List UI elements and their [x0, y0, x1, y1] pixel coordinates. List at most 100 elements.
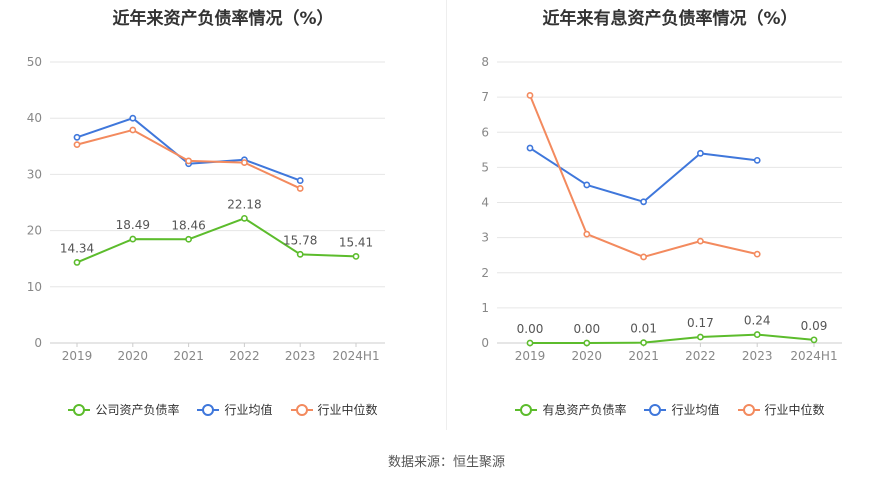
legend-line-marker-icon: [515, 403, 538, 416]
x-tick-label: 2022: [229, 349, 260, 363]
data-label: 0.00: [573, 322, 600, 336]
y-tick-label: 4: [481, 196, 489, 210]
data-point: [73, 141, 81, 149]
data-point: [526, 144, 534, 152]
data-point: [240, 214, 248, 222]
data-label: 22.18: [227, 197, 261, 211]
legend-line-marker-icon: [644, 403, 667, 416]
data-point: [696, 333, 704, 341]
legend-label: 行业中位数: [764, 403, 825, 417]
series-line: [76, 217, 357, 264]
data-point: [240, 159, 248, 166]
interest-debt-ratio-chart-panel: 近年来有息资产负债率情况（%） 0 1 2 3 4 5 6 7 8 2019 2020 2021 202…: [447, 0, 893, 440]
series-line: [76, 117, 301, 182]
legend-item[interactable]: 公司资产负债率: [68, 401, 179, 418]
x-tick-label: 2022: [685, 349, 716, 363]
data-point: [73, 259, 81, 266]
legend-label: 有息资产负债率: [542, 403, 627, 417]
debt-ratio-plot: 0 10 20 30 40 50 2019 2020 2021 2022 2023 2024H1 14.…: [27, 55, 385, 363]
data-point: [129, 235, 137, 243]
data-label: 15.78: [283, 233, 317, 247]
x-tick-label: 2020: [572, 349, 603, 363]
y-tick-label: 7: [481, 90, 489, 104]
y-tick-label: 3: [481, 231, 489, 245]
x-tick-label: 2020: [118, 349, 149, 363]
data-point: [526, 339, 534, 347]
legend-label: 行业均值: [671, 403, 720, 417]
chart-legend: 有息资产负债率 行业均值 行业中位数: [447, 401, 893, 418]
data-label: 0.24: [744, 314, 771, 328]
data-point: [352, 252, 360, 260]
legend-line-marker-icon: [197, 403, 220, 416]
y-tick-label: 40: [27, 111, 42, 125]
data-label: 18.46: [171, 218, 205, 232]
y-tick-label: 1: [481, 301, 489, 315]
data-label: 14.34: [60, 241, 94, 255]
panel-divider: [446, 0, 447, 430]
x-tick-label: 2019: [62, 349, 93, 363]
data-label: 0.09: [801, 319, 828, 333]
legend-line-marker-icon: [68, 403, 91, 416]
legend-line-marker-icon: [737, 403, 760, 416]
data-label: 0.00: [517, 322, 544, 336]
legend-item[interactable]: 行业中位数: [737, 401, 825, 418]
data-point: [640, 198, 647, 206]
x-tick-label: 2021: [173, 349, 204, 363]
data-label: 18.49: [116, 218, 150, 232]
legend-line-marker-icon: [290, 403, 313, 416]
legend-item[interactable]: 行业中位数: [290, 401, 378, 418]
data-point: [129, 126, 137, 134]
data-point: [696, 237, 704, 245]
y-tick-label: 8: [481, 55, 489, 69]
legend-item[interactable]: 有息资产负债率: [515, 401, 626, 418]
series-line: [529, 94, 758, 258]
data-point: [583, 230, 591, 238]
x-tick-label: 2019: [515, 349, 546, 363]
legend-label: 行业中位数: [317, 403, 378, 417]
y-tick-label: 0: [481, 336, 489, 350]
y-tick-label: 2: [481, 266, 489, 280]
data-point: [73, 133, 81, 141]
legend-label: 行业均值: [224, 403, 273, 417]
data-point: [296, 185, 304, 192]
y-tick-label: 10: [27, 280, 42, 294]
data-point: [296, 177, 304, 184]
x-tick-label: 2021: [628, 349, 659, 363]
y-tick-label: 20: [27, 224, 42, 238]
data-point: [640, 253, 647, 261]
y-tick-label: 6: [481, 125, 489, 139]
data-source-note: 数据来源：恒生聚源: [387, 455, 505, 470]
data-point: [185, 157, 192, 165]
legend-label: 公司资产负债率: [95, 403, 180, 417]
y-tick-label: 5: [481, 160, 489, 174]
data-label: 15.41: [339, 235, 373, 249]
data-point: [753, 331, 761, 338]
data-point: [753, 250, 761, 258]
series-line: [530, 333, 815, 344]
x-tick-label: 2024H1: [790, 349, 837, 363]
series-line: [529, 147, 758, 203]
data-point: [640, 339, 647, 347]
data-point: [583, 181, 591, 189]
data-point: [185, 235, 192, 243]
data-point: [129, 114, 137, 122]
data-label: 0.01: [630, 322, 657, 336]
chart-title: 近年来资产负债率情况（%）: [112, 9, 334, 29]
data-point: [583, 339, 591, 347]
data-point: [810, 336, 818, 344]
chart-legend: 公司资产负债率 行业均值 行业中位数: [0, 401, 446, 418]
data-point: [753, 156, 761, 164]
legend-item[interactable]: 行业均值: [197, 401, 273, 418]
data-label: 0.17: [687, 316, 714, 330]
debt-ratio-chart-panel: 近年来资产负债率情况（%） 0 10 20 30 40 50 2019 2020 2021 202…: [0, 0, 446, 440]
y-tick-label: 0: [34, 336, 42, 350]
x-tick-label: 2023: [742, 349, 773, 363]
chart-title: 近年来有息资产负债率情况（%）: [542, 9, 798, 29]
data-point: [296, 250, 304, 258]
data-point: [696, 149, 704, 157]
legend-item[interactable]: 行业均值: [644, 401, 720, 418]
y-tick-label: 50: [27, 55, 42, 69]
y-tick-label: 30: [27, 167, 42, 181]
interest-debt-ratio-plot: 0 1 2 3 4 5 6 7 8 2019 2020 2021 2022 2023 2024H1 0.00 0…: [481, 55, 842, 363]
data-point: [526, 91, 534, 99]
